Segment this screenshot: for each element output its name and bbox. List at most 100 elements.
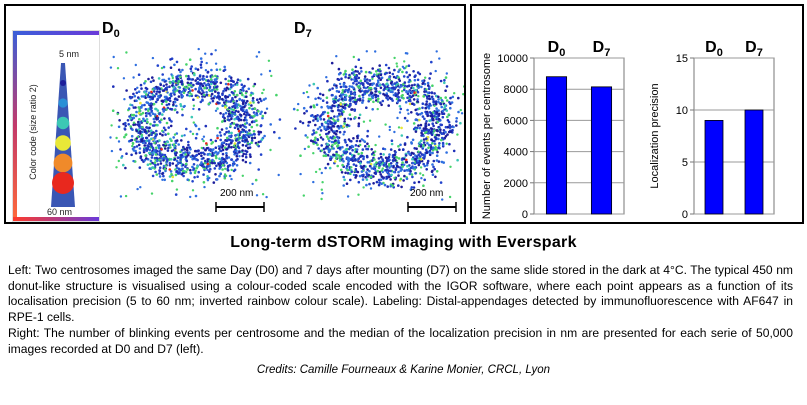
localization-point	[173, 108, 176, 112]
localization-point	[206, 175, 209, 178]
localization-point	[326, 127, 329, 131]
localization-point	[253, 136, 257, 140]
localization-point	[424, 148, 428, 152]
localization-point	[227, 112, 231, 116]
localization-point	[179, 161, 182, 164]
localization-point	[373, 163, 377, 166]
localization-point	[343, 130, 346, 134]
localization-point	[206, 179, 210, 182]
localization-point	[119, 195, 123, 198]
localization-point	[311, 133, 314, 136]
localization-point	[162, 143, 165, 147]
localization-point	[186, 168, 189, 171]
localization-point	[221, 144, 225, 148]
localization-point	[355, 74, 359, 78]
localization-point	[211, 158, 214, 162]
localization-point	[354, 98, 357, 102]
localization-point	[198, 78, 202, 81]
localization-point	[402, 75, 406, 78]
localization-point	[172, 136, 175, 139]
localization-point	[335, 84, 338, 87]
localization-point	[125, 152, 128, 155]
localization-point	[175, 83, 178, 87]
localization-point	[217, 102, 220, 105]
localization-point	[202, 135, 206, 138]
localization-point	[147, 134, 151, 137]
localization-point	[236, 78, 240, 81]
localization-point	[350, 170, 354, 173]
localization-point	[356, 85, 359, 88]
localization-point	[381, 170, 384, 174]
localization-point	[249, 116, 252, 119]
localization-point	[430, 133, 434, 136]
localization-point	[417, 153, 421, 157]
localization-point	[319, 92, 322, 96]
localization-point	[333, 131, 336, 135]
localization-point	[388, 75, 391, 79]
localization-point	[183, 85, 187, 89]
localization-point	[423, 153, 427, 157]
localization-point	[180, 167, 183, 171]
localization-point	[418, 107, 421, 110]
localization-point	[422, 184, 425, 187]
localization-point	[333, 83, 336, 86]
localization-point	[367, 145, 371, 148]
localization-point	[262, 88, 265, 92]
localization-point	[192, 156, 196, 160]
localization-point	[180, 139, 183, 142]
localization-point	[221, 93, 224, 96]
localization-point	[422, 127, 426, 130]
localization-point	[187, 143, 190, 147]
localization-point	[397, 145, 400, 148]
localization-point	[376, 68, 380, 72]
localization-point	[259, 130, 263, 134]
localization-point	[389, 178, 392, 181]
localization-point	[357, 157, 361, 160]
localization-point	[192, 121, 195, 124]
localization-point	[405, 71, 408, 74]
localization-point	[349, 96, 352, 99]
localization-point	[156, 144, 160, 147]
localization-point	[139, 130, 142, 133]
localization-point	[340, 95, 343, 99]
localization-point	[337, 139, 340, 143]
localization-point	[156, 90, 159, 93]
localization-point	[318, 125, 322, 129]
localization-point	[346, 195, 350, 198]
localization-point	[197, 82, 201, 85]
localization-point	[134, 149, 137, 153]
localization-point	[406, 108, 409, 112]
localization-point	[171, 84, 174, 87]
localization-point	[214, 139, 218, 143]
localization-point	[248, 161, 252, 165]
localization-point	[188, 91, 192, 95]
localization-point	[187, 83, 190, 87]
localization-point	[362, 120, 366, 123]
localization-point	[179, 156, 182, 159]
localization-point	[225, 147, 229, 151]
localization-point	[382, 88, 386, 92]
localization-point	[164, 164, 167, 167]
localization-point	[173, 133, 177, 136]
localization-point	[375, 180, 379, 184]
localization-point	[357, 193, 360, 196]
localization-point	[388, 86, 391, 90]
localization-point	[374, 172, 378, 175]
localization-point	[314, 170, 318, 174]
localization-point	[393, 82, 397, 85]
localization-point	[154, 170, 157, 174]
localization-point	[340, 98, 344, 101]
localization-point	[377, 157, 381, 160]
localization-point	[250, 104, 253, 107]
localization-point	[179, 75, 182, 79]
localization-point	[326, 105, 329, 108]
localization-point	[223, 68, 227, 72]
localization-point	[405, 160, 409, 164]
localization-point	[172, 91, 175, 94]
localization-point	[230, 85, 233, 89]
localization-point	[312, 152, 315, 155]
localization-point	[341, 163, 344, 167]
localization-point	[397, 157, 401, 160]
localization-point	[417, 124, 420, 127]
localization-point	[311, 140, 315, 143]
